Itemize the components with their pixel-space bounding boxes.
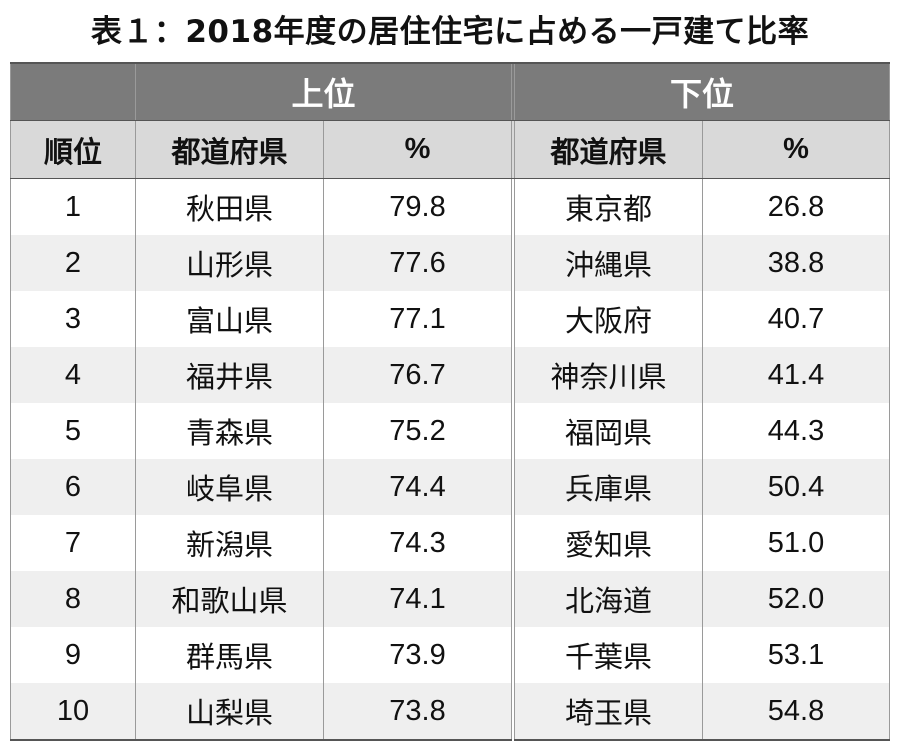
- rank-column-header: 順位: [10, 120, 136, 179]
- top-pct-cell: 74.3: [322, 515, 513, 571]
- bottom-pref-cell: 兵庫県: [514, 459, 704, 515]
- bottom-pct-cell: 38.8: [702, 235, 891, 291]
- bottom-pref-cell: 愛知県: [514, 515, 704, 571]
- top-pref-cell: 秋田県: [135, 178, 324, 235]
- top-pref-cell: 和歌山県: [135, 571, 324, 627]
- bottom-group-header: 下位: [514, 62, 891, 121]
- top-pref-cell: 岐阜県: [135, 459, 324, 515]
- top-pct-cell: 73.8: [322, 683, 513, 741]
- table-row: 1 秋田県 79.8 東京都 26.8: [10, 178, 891, 235]
- bottom-pct-cell: 44.3: [702, 403, 891, 459]
- bottom-pref-cell: 千葉県: [514, 627, 704, 683]
- top-pct-cell: 79.8: [322, 178, 513, 235]
- column-header-row: 順位 都道府県 % 都道府県 %: [10, 120, 891, 179]
- rank-cell: 4: [10, 347, 136, 403]
- rank-cell: 7: [10, 515, 136, 571]
- top-pct-cell: 74.4: [322, 459, 513, 515]
- bottom-pct-cell: 40.7: [702, 291, 891, 347]
- top-pref-column-header: 都道府県: [135, 120, 324, 179]
- top-pref-cell: 福井県: [135, 347, 324, 403]
- bottom-pct-cell: 52.0: [702, 571, 891, 627]
- top-pref-cell: 山梨県: [135, 683, 324, 741]
- bottom-pref-cell: 北海道: [514, 571, 704, 627]
- table-row: 8 和歌山県 74.1 北海道 52.0: [10, 571, 891, 627]
- rank-cell: 10: [10, 683, 136, 741]
- top-pct-cell: 75.2: [322, 403, 513, 459]
- bottom-pct-cell: 53.1: [702, 627, 891, 683]
- table-row: 6 岐阜県 74.4 兵庫県 50.4: [10, 459, 891, 515]
- table-row: 7 新潟県 74.3 愛知県 51.0: [10, 515, 891, 571]
- top-group-header: 上位: [134, 62, 513, 121]
- bottom-pref-cell: 東京都: [514, 178, 704, 235]
- table-row: 9 群馬県 73.9 千葉県 53.1: [10, 627, 891, 683]
- top-pct-cell: 77.1: [322, 291, 513, 347]
- table-title: 表１：2018年度の居住住宅に占める一戸建て比率: [90, 14, 810, 50]
- table-row: 2 山形県 77.6 沖縄県 38.8: [10, 235, 891, 291]
- bottom-pref-cell: 大阪府: [514, 291, 704, 347]
- rank-cell: 9: [10, 627, 136, 683]
- table-row: 4 福井県 76.7 神奈川県 41.4: [10, 347, 891, 403]
- bottom-pref-cell: 神奈川県: [514, 347, 704, 403]
- top-pref-cell: 青森県: [135, 403, 324, 459]
- group-header-blank: [10, 62, 136, 121]
- bottom-pct-cell: 54.8: [702, 683, 891, 741]
- table-row: 5 青森県 75.2 福岡県 44.3: [10, 403, 891, 459]
- top-pref-cell: 新潟県: [135, 515, 324, 571]
- top-pref-cell: 群馬県: [135, 627, 324, 683]
- rank-cell: 5: [10, 403, 136, 459]
- group-header-row: 上位 下位: [10, 62, 891, 121]
- table-row: 3 富山県 77.1 大阪府 40.7: [10, 291, 891, 347]
- bottom-pct-column-header: %: [702, 120, 891, 179]
- top-pref-cell: 山形県: [135, 235, 324, 291]
- top-pct-cell: 74.1: [322, 571, 513, 627]
- top-pct-cell: 76.7: [322, 347, 513, 403]
- bottom-pct-cell: 26.8: [702, 178, 891, 235]
- table-row: 10 山梨県 73.8 埼玉県 54.8: [10, 683, 891, 741]
- bottom-pref-cell: 埼玉県: [514, 683, 704, 741]
- rank-cell: 8: [10, 571, 136, 627]
- top-pct-cell: 73.9: [322, 627, 513, 683]
- bottom-pref-column-header: 都道府県: [514, 120, 704, 179]
- top-pref-cell: 富山県: [135, 291, 324, 347]
- bottom-pct-cell: 41.4: [702, 347, 891, 403]
- single-family-ratio-table: 上位 下位 順位 都道府県 % 都道府県 % 1 秋田県 79.8 東京都 26.8 2 山…: [10, 62, 891, 741]
- rank-cell: 6: [10, 459, 136, 515]
- bottom-pct-cell: 50.4: [702, 459, 891, 515]
- bottom-pct-cell: 51.0: [702, 515, 891, 571]
- top-pct-cell: 77.6: [322, 235, 513, 291]
- rank-cell: 1: [10, 178, 136, 235]
- table-body: 1 秋田県 79.8 東京都 26.8 2 山形県 77.6 沖縄県 38.8 3 富山県 77.1 大阪…: [10, 178, 891, 741]
- bottom-pref-cell: 沖縄県: [514, 235, 704, 291]
- rank-cell: 2: [10, 235, 136, 291]
- rank-cell: 3: [10, 291, 136, 347]
- top-pct-column-header: %: [322, 120, 513, 179]
- bottom-pref-cell: 福岡県: [514, 403, 704, 459]
